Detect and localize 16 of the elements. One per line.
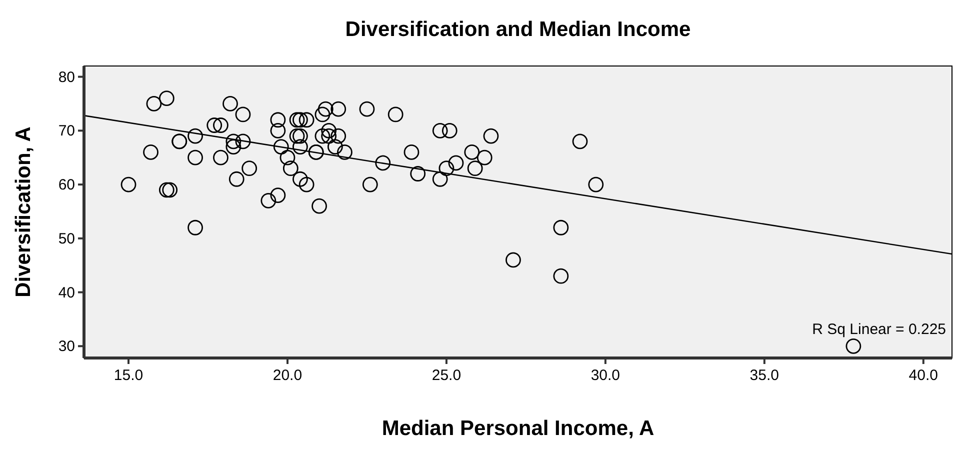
annotation: R Sq Linear = 0.225 bbox=[812, 321, 946, 338]
x-tick-label: 20.0 bbox=[272, 367, 302, 384]
x-tick-label: 35.0 bbox=[750, 367, 780, 384]
y-tick-label: 50 bbox=[58, 230, 75, 248]
x-tick-label: 25.0 bbox=[432, 367, 462, 384]
chart-title: Diversification and Median Income bbox=[345, 18, 691, 41]
x-tick-label: 30.0 bbox=[590, 367, 620, 384]
x-axis-title: Median Personal Income, A bbox=[382, 417, 654, 440]
y-tick-label: 40 bbox=[58, 284, 75, 302]
y-axis-title: Diversification, A bbox=[12, 126, 35, 298]
y-tick-label: 70 bbox=[58, 122, 75, 140]
x-tick-label: 15.0 bbox=[114, 367, 144, 384]
y-tick-label: 60 bbox=[58, 176, 75, 194]
x-tick-label: 40.0 bbox=[908, 367, 938, 384]
y-tick-label: 30 bbox=[58, 338, 75, 356]
y-tick-label: 80 bbox=[58, 68, 75, 86]
